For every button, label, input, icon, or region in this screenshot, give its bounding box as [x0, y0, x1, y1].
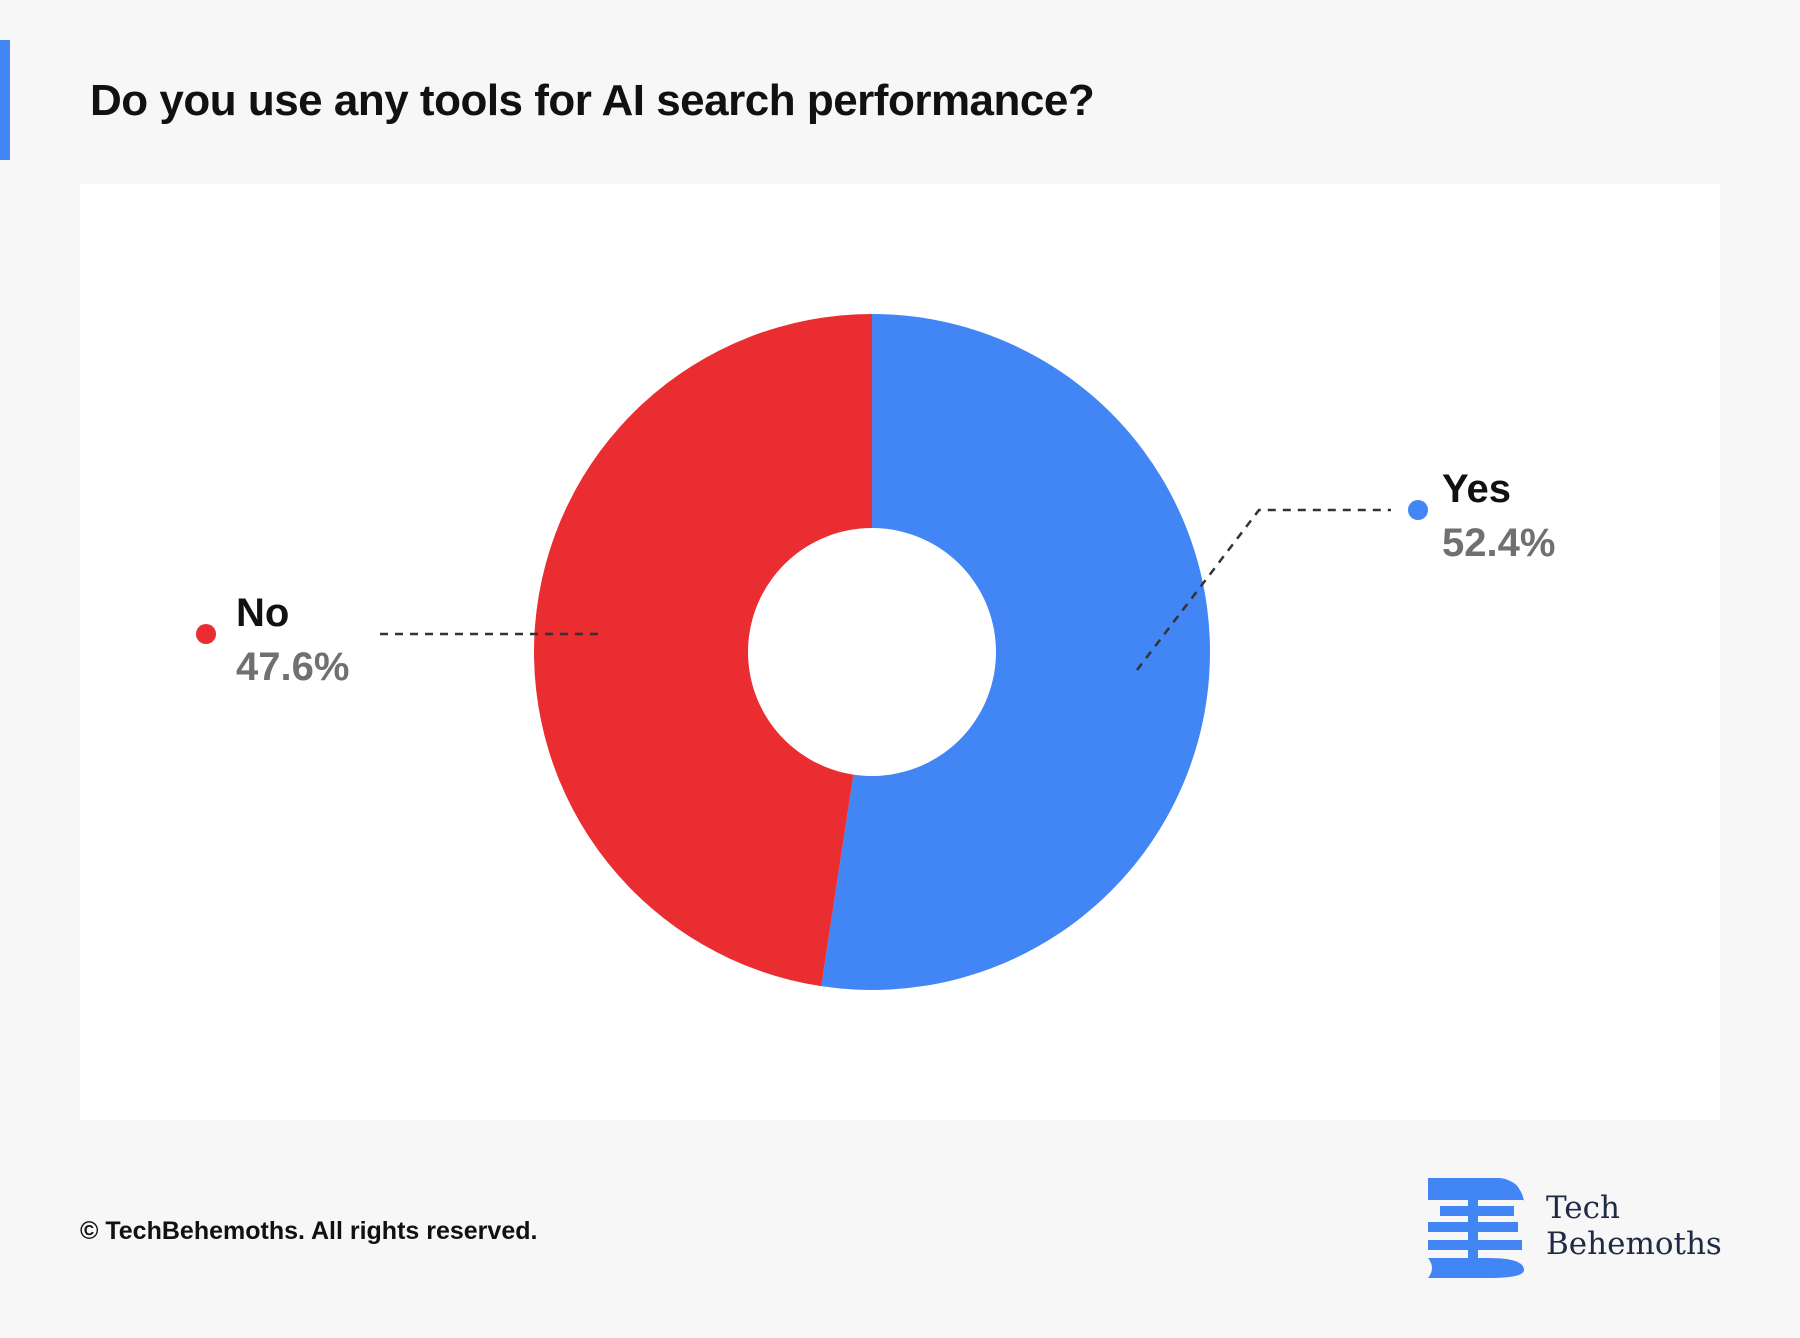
- leader-line-yes: [1136, 508, 1391, 671]
- slice-value-no: 47.6%: [236, 645, 349, 689]
- slice-label-no: No: [236, 591, 289, 635]
- logo-line-1: Tech: [1546, 1190, 1620, 1226]
- slice-value-yes: 52.4%: [1442, 521, 1555, 565]
- slice-label-yes: Yes: [1442, 467, 1511, 511]
- donut-chart: Yes 52.4% No 47.6%: [196, 314, 1555, 990]
- page-title: Do you use any tools for AI search perfo…: [90, 76, 1095, 125]
- legend-dot-yes: [1408, 500, 1428, 520]
- techbehemoths-logo: Tech Behemoths: [1428, 1178, 1728, 1280]
- logo-line-2: Behemoths: [1546, 1226, 1722, 1262]
- logo-text: Tech Behemoths: [1546, 1190, 1722, 1262]
- techbehemoths-b-icon: [1428, 1178, 1524, 1278]
- slice-yes: [821, 314, 1211, 990]
- chart-card: Yes 52.4% No 47.6%: [80, 184, 1720, 1120]
- slice-no: [534, 314, 872, 987]
- accent-bar: [0, 40, 10, 160]
- legend-dot-no: [196, 624, 216, 644]
- copyright-text: © TechBehemoths. All rights reserved.: [80, 1217, 538, 1245]
